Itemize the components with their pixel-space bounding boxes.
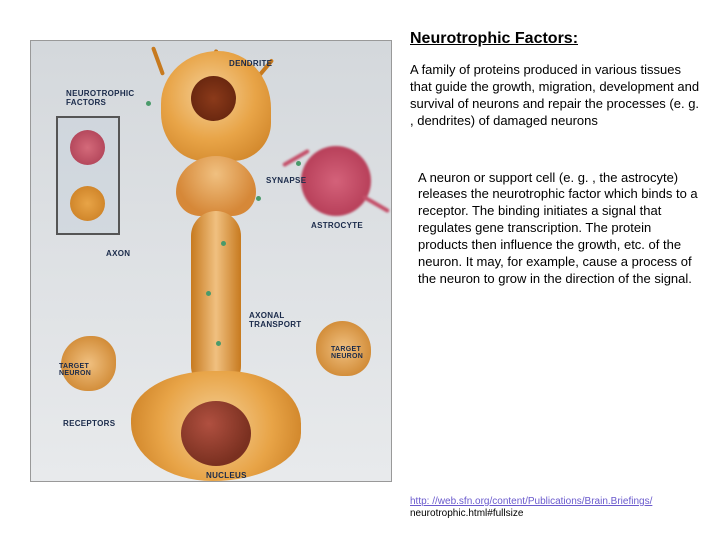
astrocyte-cell <box>301 146 371 216</box>
inset-cell-top <box>70 130 105 165</box>
slide-container: DENDRITE NEUROTROPHIC FACTORS SYNAPSE AX… <box>0 0 720 540</box>
factor-dot <box>206 291 211 296</box>
nucleus <box>181 401 251 466</box>
label-axon: AXON <box>106 249 130 258</box>
page-title: Neurotrophic Factors: <box>410 30 700 48</box>
label-receptors: RECEPTORS <box>63 419 115 428</box>
label-axonal-transport: AXONAL TRANSPORT <box>249 311 301 329</box>
citation-link[interactable]: http: //web.sfn.org/content/Publications… <box>410 496 652 507</box>
factor-dot <box>221 241 226 246</box>
label-dendrite: DENDRITE <box>229 59 272 68</box>
text-panel: Neurotrophic Factors: A family of protei… <box>400 0 710 540</box>
factor-dot <box>296 161 301 166</box>
label-astrocyte: ASTROCYTE <box>311 221 363 230</box>
factor-dot <box>216 341 221 346</box>
label-neurotrophic-factors: NEUROTROPHIC FACTORS <box>66 89 135 107</box>
synapse-bulb <box>176 156 256 216</box>
inset-cell-bottom <box>70 186 105 221</box>
inset-detail-box <box>56 116 120 235</box>
label-synapse: SYNAPSE <box>266 176 306 185</box>
definition-paragraph: A family of proteins produced in various… <box>410 62 700 130</box>
label-target-neuron-right: TARGET NEURON <box>331 346 363 360</box>
dendrite-branch <box>151 46 165 76</box>
citation: http: //web.sfn.org/content/Publications… <box>410 496 652 520</box>
label-target-neuron-left: TARGET NEURON <box>59 363 91 377</box>
factor-dot <box>146 101 151 106</box>
diagram-panel: DENDRITE NEUROTROPHIC FACTORS SYNAPSE AX… <box>0 0 400 540</box>
neuron-diagram: DENDRITE NEUROTROPHIC FACTORS SYNAPSE AX… <box>30 40 392 482</box>
axon-shaft <box>191 211 241 391</box>
factor-dot <box>256 196 261 201</box>
label-nucleus: NUCLEUS <box>206 471 247 480</box>
citation-suffix: neurotrophic.html#fullsize <box>410 508 523 519</box>
mechanism-paragraph: A neuron or support cell (e. g. , the as… <box>410 170 700 288</box>
